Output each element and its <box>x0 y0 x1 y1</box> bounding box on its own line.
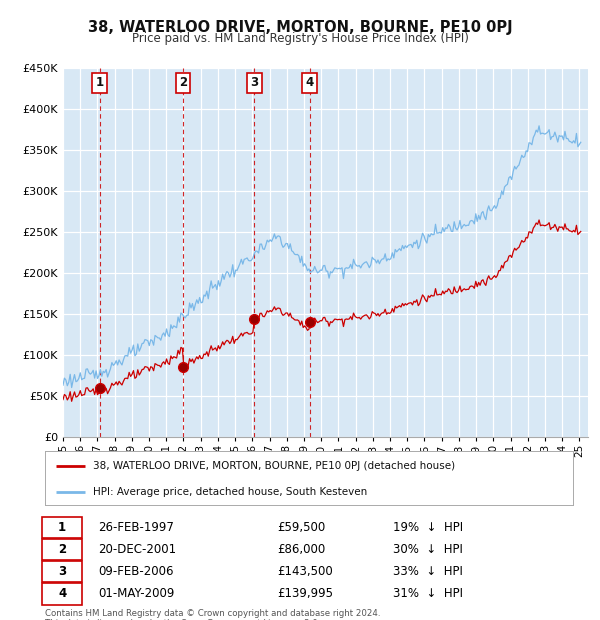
Text: 3: 3 <box>58 565 66 578</box>
Text: 38, WATERLOO DRIVE, MORTON, BOURNE, PE10 0PJ (detached house): 38, WATERLOO DRIVE, MORTON, BOURNE, PE10… <box>92 461 455 471</box>
Text: £139,995: £139,995 <box>277 587 334 600</box>
Text: 4: 4 <box>58 587 66 600</box>
Text: 19%  ↓  HPI: 19% ↓ HPI <box>394 521 464 534</box>
Text: 2: 2 <box>58 543 66 556</box>
FancyBboxPatch shape <box>43 561 82 582</box>
Text: 1: 1 <box>58 521 66 534</box>
Text: £59,500: £59,500 <box>277 521 326 534</box>
Text: 38, WATERLOO DRIVE, MORTON, BOURNE, PE10 0PJ: 38, WATERLOO DRIVE, MORTON, BOURNE, PE10… <box>88 20 512 35</box>
Text: 01-MAY-2009: 01-MAY-2009 <box>98 587 174 600</box>
Text: 20-DEC-2001: 20-DEC-2001 <box>98 543 176 556</box>
Text: 33%  ↓  HPI: 33% ↓ HPI <box>394 565 463 578</box>
Text: Price paid vs. HM Land Registry's House Price Index (HPI): Price paid vs. HM Land Registry's House … <box>131 32 469 45</box>
Text: 09-FEB-2006: 09-FEB-2006 <box>98 565 173 578</box>
Text: 31%  ↓  HPI: 31% ↓ HPI <box>394 587 463 600</box>
FancyBboxPatch shape <box>43 583 82 604</box>
Text: Contains HM Land Registry data © Crown copyright and database right 2024.
This d: Contains HM Land Registry data © Crown c… <box>45 609 380 620</box>
FancyBboxPatch shape <box>43 539 82 560</box>
Text: £86,000: £86,000 <box>277 543 326 556</box>
Text: 30%  ↓  HPI: 30% ↓ HPI <box>394 543 463 556</box>
Text: 3: 3 <box>250 76 259 89</box>
FancyBboxPatch shape <box>43 517 82 538</box>
Text: 2: 2 <box>179 76 187 89</box>
Text: 4: 4 <box>305 76 314 89</box>
Text: £143,500: £143,500 <box>277 565 333 578</box>
Text: 26-FEB-1997: 26-FEB-1997 <box>98 521 173 534</box>
Text: 1: 1 <box>95 76 104 89</box>
Text: HPI: Average price, detached house, South Kesteven: HPI: Average price, detached house, Sout… <box>92 487 367 497</box>
